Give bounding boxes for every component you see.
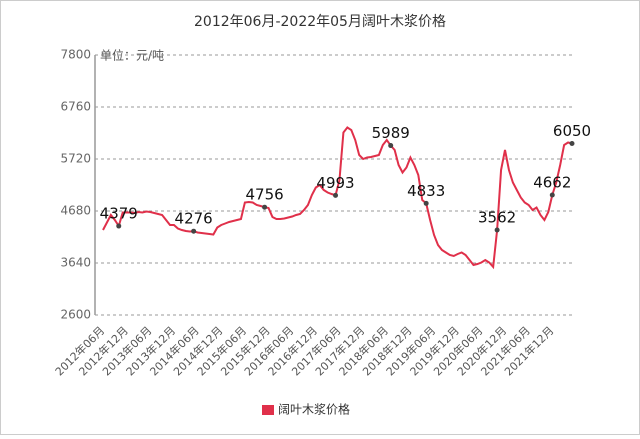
y-tick-label: 2600 <box>60 308 91 322</box>
point <box>191 228 197 234</box>
legend-swatch <box>262 405 274 415</box>
data-label: 6050 <box>553 122 591 140</box>
y-tick-label: 7800 <box>60 48 91 62</box>
point <box>116 223 122 229</box>
line <box>102 126 573 270</box>
data-label: 4993 <box>316 174 354 192</box>
data-label: 3562 <box>478 209 516 227</box>
data-label: 4379 <box>100 205 138 223</box>
data-label: 5989 <box>372 124 410 142</box>
legend-label: 阔叶木浆价格 <box>278 402 350 417</box>
point <box>494 227 500 233</box>
point <box>549 192 555 198</box>
data-label: 4662 <box>533 174 571 192</box>
point <box>333 192 339 198</box>
point <box>388 143 394 149</box>
data-label: 4276 <box>175 210 213 228</box>
point <box>569 141 575 146</box>
data-label: 4756 <box>245 186 283 204</box>
data-label: 4833 <box>407 182 445 200</box>
y-tick-label: 6760 <box>60 100 91 114</box>
y-tick-label: 3640 <box>60 256 91 270</box>
y-tick-label: 4680 <box>60 204 91 218</box>
y-tick-label: 5720 <box>60 152 91 166</box>
chart-title: 2012年06月-2022年05月阔叶木浆价格 <box>194 14 446 30</box>
point <box>423 200 429 206</box>
point <box>262 204 268 210</box>
